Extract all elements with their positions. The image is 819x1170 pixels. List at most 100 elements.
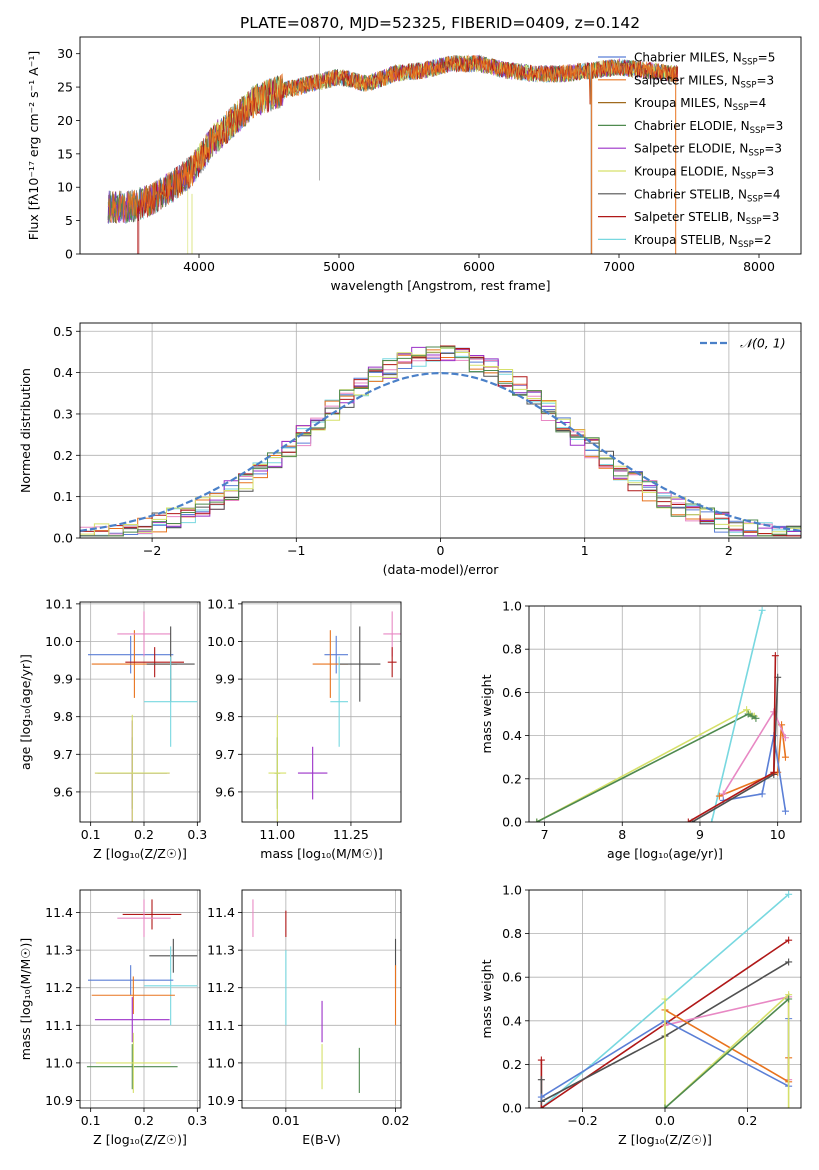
weight-line	[710, 610, 763, 822]
axes-frame	[528, 605, 802, 823]
legend-label: Kroupa MILES, NSSP=4	[634, 96, 766, 113]
legend-label: Kroupa STELIB, NSSP=2	[634, 233, 772, 250]
y-tick-label: 9.7	[215, 747, 235, 762]
error-bar-point	[117, 899, 171, 937]
axes-residuals: −2 −1 0 1 2 0.0 0.1 0.2 0.3 0.4 0.5 (data-model)/er…	[18, 322, 802, 577]
x-tick-label: 0.02	[382, 1113, 410, 1128]
x-tick-label: 0.3	[187, 827, 207, 842]
y-tick-label: 25	[57, 80, 73, 95]
y-tick-label: 20	[57, 113, 73, 128]
legend-count: =3	[766, 119, 784, 133]
axes-age_vs_mass: 11.00 11.25 9.6 9.7 9.8 9.9 10.0 10.1 mass [log₁…	[207, 596, 402, 861]
frame-mass_vs_Z: 0.1 0.2 0.3 10.9 11.0 11.1 11.2 11.3 11.4 Z [log₁…	[18, 889, 207, 1147]
y-tick-label: 5	[65, 213, 73, 228]
x-axis-label: (data-model)/error	[383, 562, 500, 577]
plot-area-mass_weight_vs_Z	[537, 890, 793, 1108]
x-tick-label: 0.0	[655, 1113, 675, 1128]
weight-line	[664, 992, 790, 1108]
legend-label: Salpeter ELODIE, NSSP=3	[634, 142, 782, 159]
legend-sub: SSP	[742, 58, 758, 68]
x-tick-label: 9	[696, 827, 704, 842]
axes-frame	[241, 601, 402, 823]
y-tick-label: 11.1	[207, 1018, 235, 1033]
figure-title: PLATE=0870, MJD=52325, FIBERID=0409, z=0…	[240, 14, 640, 32]
error-bar-point	[144, 946, 198, 1026]
y-tick-label: 0.5	[53, 324, 73, 339]
x-tick-label: 0.1	[81, 827, 101, 842]
y-tick-label: 9.7	[53, 747, 73, 762]
axes-mass_vs_ebv: 0.01 0.02 10.9 11.0 11.1 11.2 11.3 11.4 E(B-V)	[207, 889, 410, 1147]
weight-marker	[781, 753, 789, 761]
legend-label: Chabrier ELODIE, NSSP=3	[634, 119, 783, 136]
y-tick-label: 11.0	[207, 1055, 235, 1070]
plot-area-spectrum	[107, 37, 679, 254]
x-tick-label: 10	[770, 827, 786, 842]
weight-marker	[715, 792, 723, 800]
weight-marker	[785, 995, 793, 1003]
x-tick-label: −1	[287, 543, 305, 558]
weight-line	[719, 724, 787, 797]
weight-marker	[537, 1056, 545, 1064]
y-tick-label: 11.2	[207, 980, 235, 995]
y-tick-label: 9.8	[53, 709, 73, 724]
y-tick-label: 10	[57, 180, 73, 195]
x-tick-label: 0.01	[272, 1113, 300, 1128]
y-tick-label: 9.8	[215, 709, 235, 724]
weight-marker	[533, 818, 541, 822]
y-tick-label: 0.2	[502, 771, 522, 786]
weight-marker	[758, 790, 766, 798]
y-tick-label: 0.6	[502, 685, 522, 700]
x-tick-label: 7	[541, 827, 549, 842]
legend-count: =3	[756, 165, 774, 179]
weight-marker	[537, 1093, 545, 1101]
x-axis-label: Z [log₁₀(Z/Z☉)]	[93, 1132, 187, 1147]
spectrum-legend: Chabrier MILES, NSSP=5 Salpeter MILES, NS…	[598, 51, 783, 250]
x-tick-label: 6000	[463, 259, 495, 274]
weight-marker	[781, 807, 789, 815]
y-tick-label: 0.0	[53, 531, 73, 546]
histogram-step	[80, 347, 801, 538]
axes-mass_weight_vs_age: 7 8 9 10 0.0 0.2 0.4 0.6 0.8 1.0 age [log₁₀(age/yr…	[479, 599, 802, 861]
x-tick-label: 8	[618, 827, 626, 842]
plot-area-mass_vs_Z	[86, 899, 198, 1093]
y-tick-label: 0.0	[502, 815, 522, 830]
y-axis-label: mass weight	[479, 959, 494, 1038]
weight-line	[536, 713, 757, 822]
legend-label: Salpeter MILES, NSSP=3	[634, 73, 774, 90]
error-bar-point	[339, 626, 381, 702]
weight-line	[540, 961, 790, 1103]
plot-area-age_vs_Z	[88, 611, 198, 822]
y-tick-label: 11.2	[45, 980, 73, 995]
axes-frame	[79, 601, 201, 823]
y-tick-label: 0.3	[53, 406, 73, 421]
axes-frame	[79, 889, 201, 1109]
plot-area-residuals	[80, 345, 801, 538]
y-tick-label: 0.4	[502, 1013, 522, 1028]
y-tick-label: 10.0	[207, 634, 235, 649]
x-axis-label: wavelength [Angstrom, rest frame]	[330, 278, 550, 293]
weight-marker	[743, 706, 751, 714]
y-tick-label: 9.9	[215, 672, 235, 687]
error-bar-point	[117, 611, 171, 657]
y-axis-label: age [log₁₀(age/yr)]	[18, 654, 33, 770]
weight-marker	[744, 710, 752, 718]
weight-marker	[661, 1104, 669, 1108]
weight-line	[540, 939, 790, 1108]
y-tick-label: 10.9	[45, 1093, 73, 1108]
spectrum-line	[107, 54, 675, 223]
y-tick-label: 9.6	[215, 784, 235, 799]
y-tick-label: 11.3	[207, 943, 235, 958]
weight-marker	[785, 936, 793, 944]
weight-marker	[771, 652, 779, 660]
legend-sub: SSP	[748, 149, 764, 159]
x-tick-label: 1	[581, 543, 589, 558]
weight-marker	[661, 995, 669, 1003]
frame-age_vs_Z: 0.1 0.2 0.3 9.6 9.7 9.8 9.9 10.0 10.1 Z [log₁₀(Z/…	[18, 596, 207, 861]
weight-marker	[719, 790, 727, 798]
frame-mass_weight_vs_Z: −0.2 0.0 0.2 0.0 0.2 0.4 0.6 0.8 1.0 Z [log₁₀(Z/Z…	[479, 883, 802, 1147]
error-bar-point	[324, 635, 348, 674]
x-tick-label: 4000	[183, 259, 215, 274]
y-axis-label: mass [log₁₀(M/M☉)]	[18, 938, 33, 1060]
error-bar-point	[91, 976, 175, 1015]
